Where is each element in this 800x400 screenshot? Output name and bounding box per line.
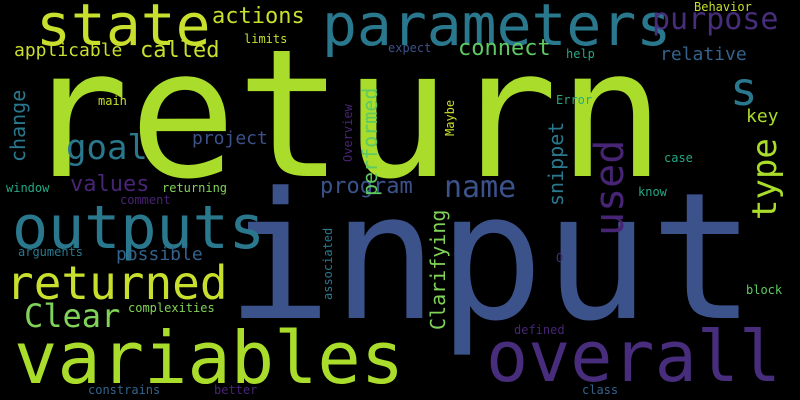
word-relative: relative — [660, 44, 747, 65]
word-comment: comment — [120, 193, 171, 207]
word-parameters: parameters — [322, 0, 672, 59]
word-O: O — [556, 251, 564, 265]
word-type: type — [745, 138, 785, 220]
word-program: program — [320, 174, 413, 199]
word-associated: associated — [321, 227, 335, 300]
word-input: input — [226, 155, 756, 360]
word-overall: overall — [486, 316, 782, 398]
word-limits: limits — [244, 32, 288, 46]
word-better: better — [214, 383, 258, 397]
word-block: block — [746, 283, 783, 297]
word-name: name — [444, 170, 517, 205]
word-state: state — [36, 0, 211, 59]
word-Maybe: Maybe — [443, 99, 457, 136]
word-help: help — [566, 47, 595, 61]
word-defined: defined — [514, 323, 565, 337]
word-goal: goal — [66, 128, 148, 168]
word-change: change — [6, 89, 30, 162]
word-expect: expect — [388, 41, 432, 55]
word-values: values — [70, 172, 150, 197]
word-variables: variables — [14, 316, 405, 400]
word-possible: possible — [116, 244, 203, 265]
word-returned: returned — [6, 256, 228, 310]
word-Behavior: Behavior — [694, 0, 752, 14]
word-returning: returning — [162, 181, 228, 195]
word-purpose: purpose — [652, 2, 779, 37]
word-snippet: snippet — [544, 121, 568, 206]
word-case: case — [664, 151, 693, 165]
word-called: called — [140, 38, 220, 63]
word-s: s — [730, 62, 758, 116]
word-used: used — [587, 139, 633, 236]
word-main: main — [98, 94, 127, 108]
word-constrains: constrains — [88, 383, 161, 397]
word-arguments: arguments — [18, 245, 84, 259]
word-key: key — [746, 106, 779, 127]
word-complexities: complexities — [128, 301, 215, 315]
word-project: project — [192, 128, 268, 149]
word-class: class — [582, 383, 619, 397]
word-performed: performed — [358, 87, 382, 196]
word-return: return — [22, 11, 665, 218]
word-know: know — [638, 185, 667, 199]
word-Error: Error — [556, 93, 593, 107]
word-Overview: Overview — [341, 104, 355, 162]
word-outputs: outputs — [12, 193, 265, 263]
word-applicable: applicable — [14, 40, 123, 61]
word-actions: actions — [212, 4, 305, 29]
word-connect: connect — [458, 36, 551, 61]
word-window: window — [6, 181, 50, 195]
word-Clear: Clear — [24, 297, 121, 335]
word-Clarifying: Clarifying — [426, 209, 450, 330]
